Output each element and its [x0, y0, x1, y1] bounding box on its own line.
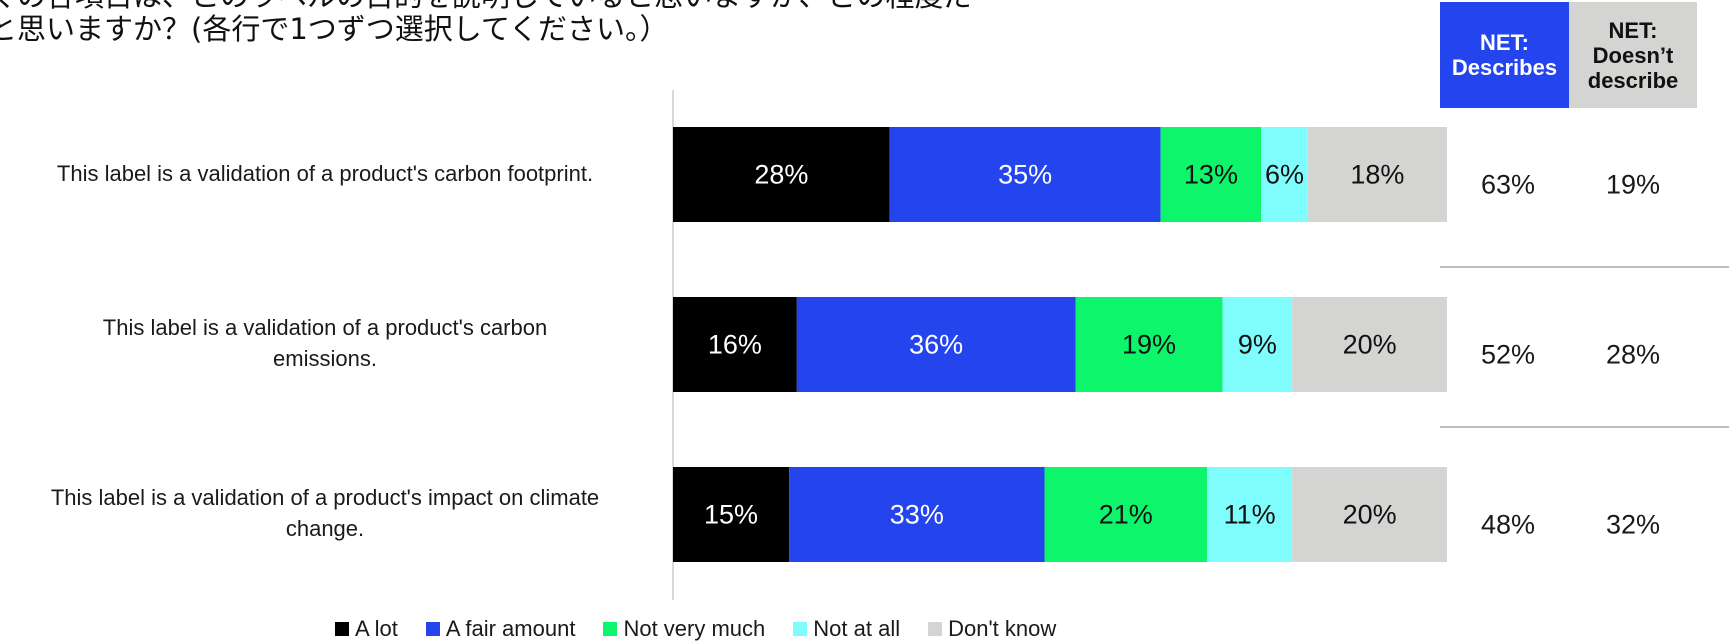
- legend-swatch: [793, 622, 808, 636]
- net-doesnt-describe-value: 19%: [1606, 170, 1660, 200]
- chart-legend: A lot A fair amount Not very much Not at al…: [335, 616, 1084, 642]
- legend-swatch: [603, 622, 618, 636]
- bar-segment: [1261, 127, 1308, 222]
- data-label: 35%: [998, 160, 1052, 190]
- legend-label: A fair amount: [445, 616, 576, 641]
- data-label: 9%: [1238, 330, 1277, 360]
- data-label: 13%: [1184, 160, 1238, 190]
- legend-item: Don't know: [928, 616, 1056, 642]
- net-doesnt-describe-header: NET: Doesn’t describe: [1569, 2, 1697, 108]
- net-describes-value: 48%: [1481, 510, 1535, 540]
- bar-segment: [1222, 297, 1293, 392]
- net-describes-value: 63%: [1481, 170, 1535, 200]
- data-label: 33%: [890, 500, 944, 530]
- legend-label: A lot: [355, 616, 398, 641]
- legend-swatch: [928, 622, 943, 636]
- bar-segment: [789, 467, 1045, 562]
- bar-segment: [1292, 297, 1447, 392]
- data-label: 19%: [1122, 330, 1176, 360]
- data-label: 21%: [1099, 500, 1153, 530]
- net-describes-header: NET: Describes: [1440, 2, 1569, 108]
- data-label: 6%: [1265, 160, 1304, 190]
- data-label: 20%: [1343, 500, 1397, 530]
- legend-item: A lot: [335, 616, 398, 642]
- bar-segment: [673, 127, 890, 222]
- legend-swatch: [425, 622, 440, 636]
- bar-segment: [1292, 467, 1447, 562]
- category-label: This label is a validation of a product'…: [50, 485, 600, 541]
- legend-item: A fair amount: [425, 616, 576, 642]
- data-label: 15%: [704, 500, 758, 530]
- bar-segment: [673, 467, 790, 562]
- bar-segment: [1207, 467, 1293, 562]
- legend-label: Not at all: [813, 616, 901, 641]
- data-label: 20%: [1343, 330, 1397, 360]
- data-label: 36%: [909, 330, 963, 360]
- legend-item: Not at all: [793, 616, 900, 642]
- bar-segment: [1044, 467, 1208, 562]
- legend-label: Don't know: [948, 616, 1057, 641]
- data-label: 18%: [1350, 160, 1404, 190]
- bar-segment: [796, 297, 1076, 392]
- bar-segment: [1307, 127, 1447, 222]
- bar-segment: [1075, 297, 1223, 392]
- category-label: This label is a validation of a product'…: [56, 161, 594, 186]
- category-label: This label is a validation of a product'…: [102, 315, 548, 371]
- legend-swatch: [335, 622, 349, 636]
- bar-segment: [673, 297, 797, 392]
- net-doesnt-describe-value: 32%: [1606, 510, 1660, 540]
- bar-segment: [1160, 127, 1262, 222]
- legend-item: Not very much: [603, 616, 765, 642]
- data-label: 16%: [708, 330, 762, 360]
- data-label: 11%: [1224, 500, 1276, 530]
- data-label: 28%: [754, 160, 808, 190]
- chart-title: くの各項目は、このラベルの目的を説明していると思いますか、どの程度だ と思います…: [0, 0, 973, 46]
- bar-segment: [889, 127, 1161, 222]
- net-doesnt-describe-value: 28%: [1606, 340, 1660, 370]
- net-describes-value: 52%: [1481, 340, 1535, 370]
- legend-label: Not very much: [623, 616, 766, 641]
